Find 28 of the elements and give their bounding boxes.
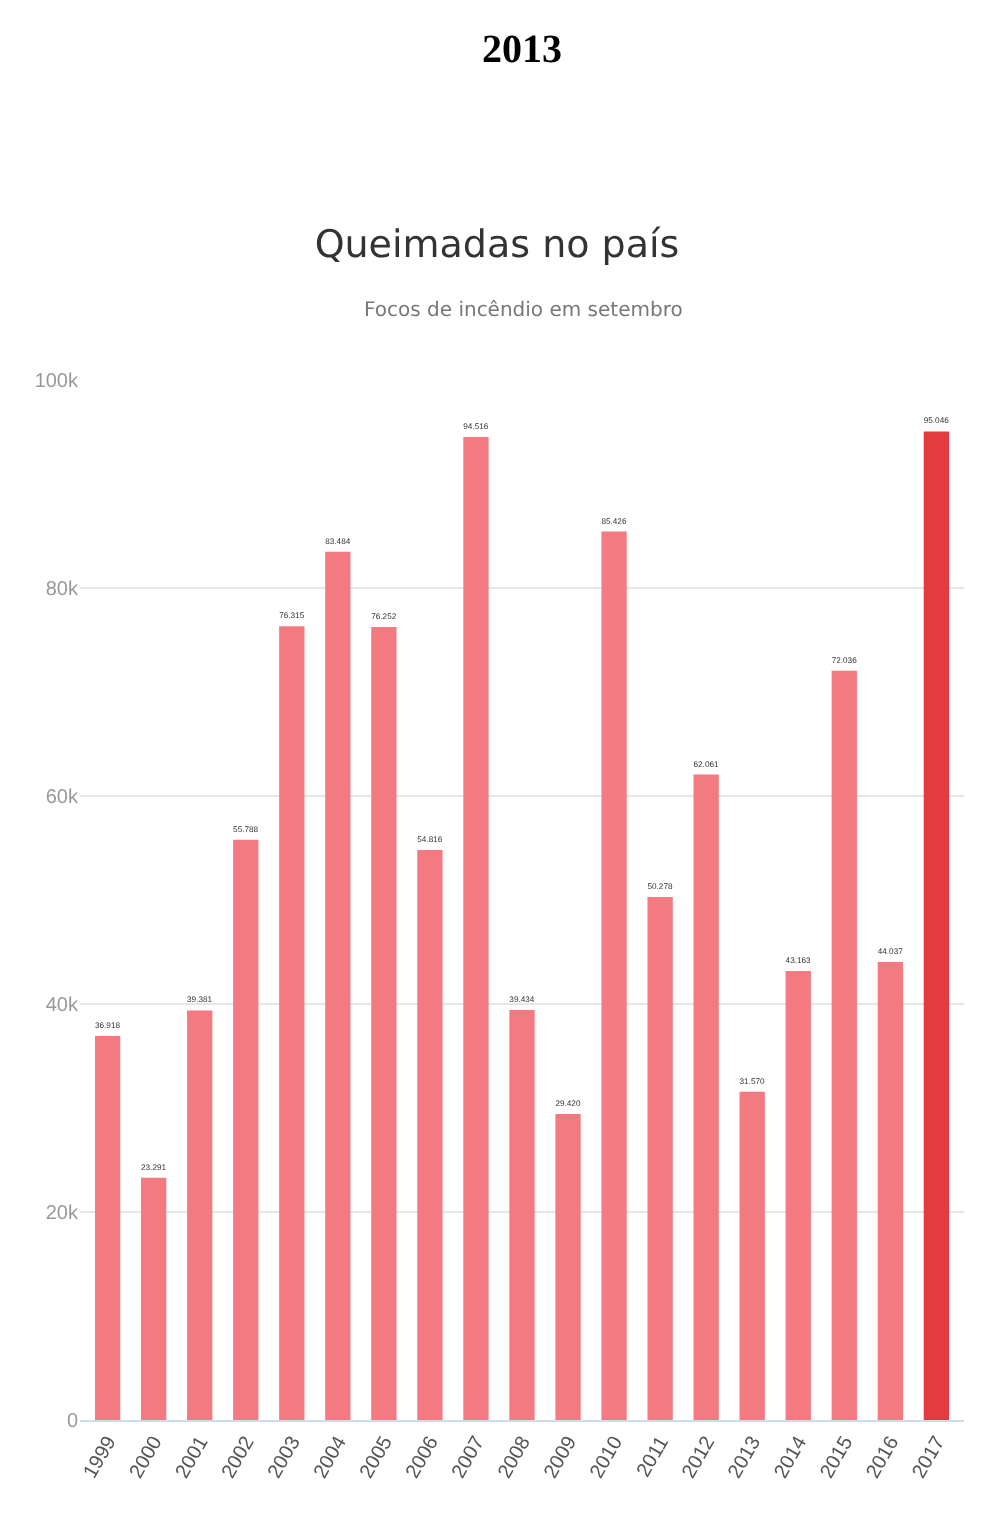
- y-tick-label: 100k: [34, 371, 80, 393]
- bar: [141, 1177, 167, 1420]
- bar: [785, 971, 811, 1420]
- bar: [233, 839, 259, 1420]
- bar: [555, 1114, 581, 1420]
- bar: [923, 431, 950, 1420]
- y-tick-label: 80k: [45, 579, 80, 601]
- bar: [693, 774, 719, 1420]
- chart-subtitle: Focos de incêndio em setembro: [364, 300, 683, 322]
- y-tick-label: 20k: [45, 1203, 80, 1225]
- bar: [417, 849, 443, 1420]
- y-tick-label: 0: [66, 1411, 79, 1433]
- bar: [463, 437, 489, 1420]
- text: 2013: [482, 28, 562, 72]
- y-tick-label: 40k: [45, 995, 80, 1017]
- bar: [187, 1010, 213, 1420]
- bar: [371, 626, 397, 1420]
- bar: [601, 531, 627, 1420]
- y-tick-label: 60k: [45, 787, 80, 809]
- bar: [647, 897, 673, 1420]
- bar: [509, 1009, 535, 1420]
- bar: [877, 962, 903, 1420]
- bar: [279, 626, 305, 1420]
- bar: [325, 551, 351, 1420]
- bar: [94, 1036, 121, 1420]
- bar: [831, 670, 857, 1420]
- bar: [739, 1091, 765, 1420]
- chart-title: Queimadas no país: [314, 222, 680, 267]
